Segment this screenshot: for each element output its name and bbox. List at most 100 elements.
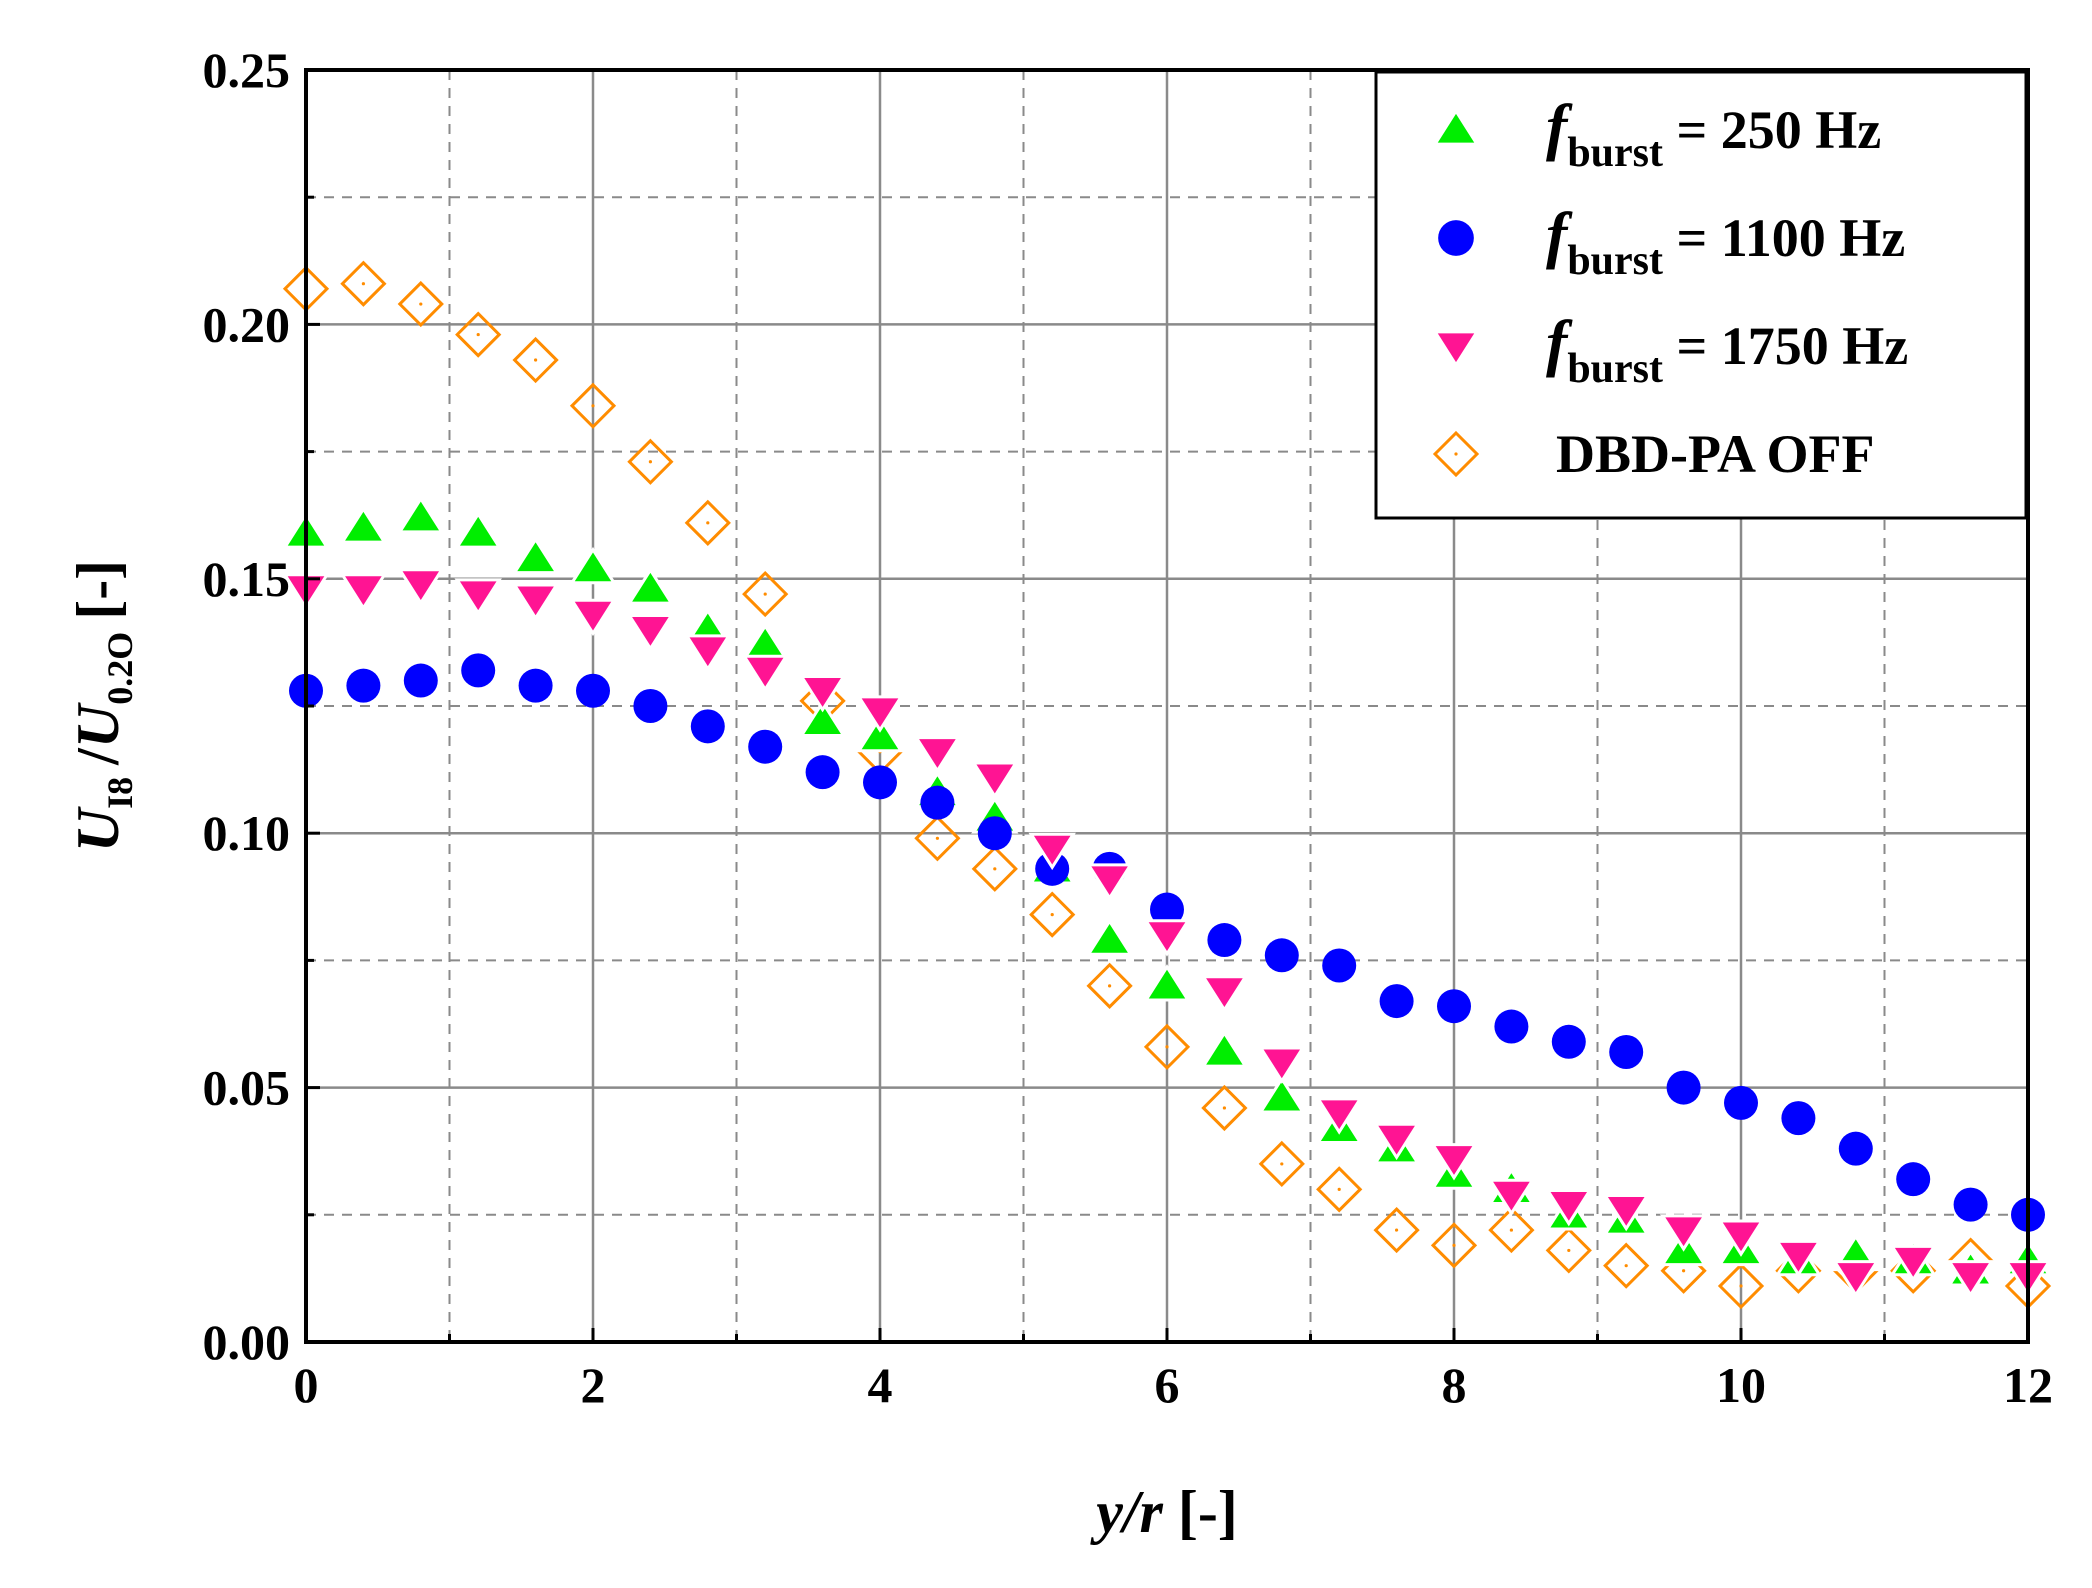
diamond-outline — [1717, 1262, 1765, 1310]
y-tick-label: 0.00 — [203, 1314, 291, 1370]
data-point — [626, 567, 675, 605]
data-point — [742, 570, 789, 618]
diamond-center-dot — [1165, 1045, 1169, 1049]
data-point — [1545, 1188, 1593, 1227]
data-point — [397, 496, 445, 534]
diamond-center-dot — [419, 302, 423, 306]
data-point — [684, 499, 731, 546]
data-point — [1207, 923, 1242, 958]
x-axis-variable: y/r — [1090, 1479, 1163, 1545]
legend-marker — [1432, 330, 1480, 368]
data-point — [1717, 1262, 1765, 1310]
data-point — [339, 573, 388, 611]
data-point — [1602, 1194, 1650, 1232]
x-tick-label: 2 — [581, 1357, 606, 1413]
legend-subscript: burst — [1567, 130, 1663, 176]
x-tick-label: 4 — [868, 1357, 893, 1413]
legend-marker — [1432, 430, 1480, 478]
diamond-center-dot — [1624, 1264, 1628, 1268]
data-point — [518, 668, 553, 703]
data-point — [920, 785, 955, 820]
data-point — [1143, 964, 1191, 1002]
y-tick-label: 0.20 — [203, 296, 291, 352]
data-point — [914, 815, 961, 862]
data-point — [627, 438, 674, 485]
data-point — [569, 598, 617, 637]
data-point — [1430, 1143, 1478, 1181]
diamond-center-dot — [1682, 1269, 1686, 1273]
data-point — [340, 260, 387, 307]
y-axis-title: UI8/U0.2O[-] — [65, 560, 140, 852]
data-point — [403, 663, 438, 698]
diamond-outline — [512, 336, 559, 384]
data-point — [1838, 1131, 1873, 1166]
data-point — [1201, 1084, 1248, 1132]
data-point — [1143, 1023, 1191, 1071]
data-point — [741, 654, 789, 693]
data-point — [1430, 1222, 1478, 1269]
data-point — [1659, 1214, 1708, 1252]
data-point — [805, 755, 840, 790]
diamond-center-dot — [1280, 1162, 1284, 1166]
data-point — [576, 673, 610, 708]
data-point — [856, 714, 904, 753]
diamond-center-dot — [1509, 1228, 1513, 1232]
data-point — [512, 336, 559, 384]
data-point — [1488, 1206, 1535, 1254]
diamond-outline — [455, 311, 502, 358]
data-point — [1946, 1260, 1995, 1298]
data-point — [1603, 1242, 1650, 1289]
data-point — [1322, 948, 1357, 983]
data-point — [798, 699, 847, 737]
diamond-center-dot — [1108, 984, 1112, 988]
diamond-center-dot — [1050, 913, 1054, 917]
y-tick-label: 0.25 — [203, 42, 291, 98]
legend-marker — [1438, 220, 1474, 256]
legend-subscript: burst — [1567, 346, 1663, 392]
legend-rest: DBD-PA OFF — [1556, 424, 1874, 484]
data-point — [1200, 975, 1249, 1013]
diamond-center-dot — [591, 404, 595, 408]
x-tick-label: 8 — [1442, 1357, 1467, 1413]
diamond-outline — [1488, 1206, 1535, 1254]
data-point — [454, 578, 502, 616]
data-point — [1487, 1178, 1536, 1217]
y-axis-numerator-subscript: I8 — [100, 777, 140, 809]
diamond-outline — [1432, 430, 1480, 478]
data-point — [971, 761, 1019, 799]
data-point — [346, 668, 381, 703]
data-point — [1200, 1030, 1249, 1068]
diamond-center-dot — [648, 460, 653, 464]
data-point — [511, 583, 560, 621]
y-axis-slash: / — [65, 747, 131, 766]
legend-marker — [1432, 108, 1480, 146]
data-point — [1028, 832, 1076, 871]
data-point — [856, 695, 904, 733]
diamond-outline — [1086, 962, 1133, 1009]
data-point — [1258, 1046, 1306, 1084]
data-point — [1372, 1122, 1421, 1161]
data-point — [339, 506, 388, 544]
data-point — [1609, 1034, 1644, 1069]
data-point — [1258, 1076, 1306, 1114]
series-triangle-down — [282, 568, 2052, 1298]
y-tick-label: 0.15 — [203, 551, 291, 607]
data-point — [913, 736, 962, 774]
data-point — [1085, 863, 1134, 901]
data-point — [1029, 891, 1076, 938]
diamond-outline — [1201, 1084, 1248, 1132]
data-point — [1717, 1219, 1765, 1257]
x-axis-title: y/r [-] — [1090, 1479, 1238, 1545]
series-circle — [289, 653, 2045, 1232]
data-point — [1150, 892, 1184, 927]
y-tick-label: 0.05 — [203, 1060, 291, 1116]
diamond-center-dot — [1337, 1187, 1341, 1191]
diamond-outline — [914, 815, 961, 862]
data-point — [971, 845, 1018, 892]
data-point — [1086, 962, 1133, 1009]
legend-rest: = 250 Hz — [1663, 100, 1881, 160]
diamond-outline — [1143, 1023, 1191, 1071]
diamond-center-dot — [1567, 1248, 1571, 1253]
